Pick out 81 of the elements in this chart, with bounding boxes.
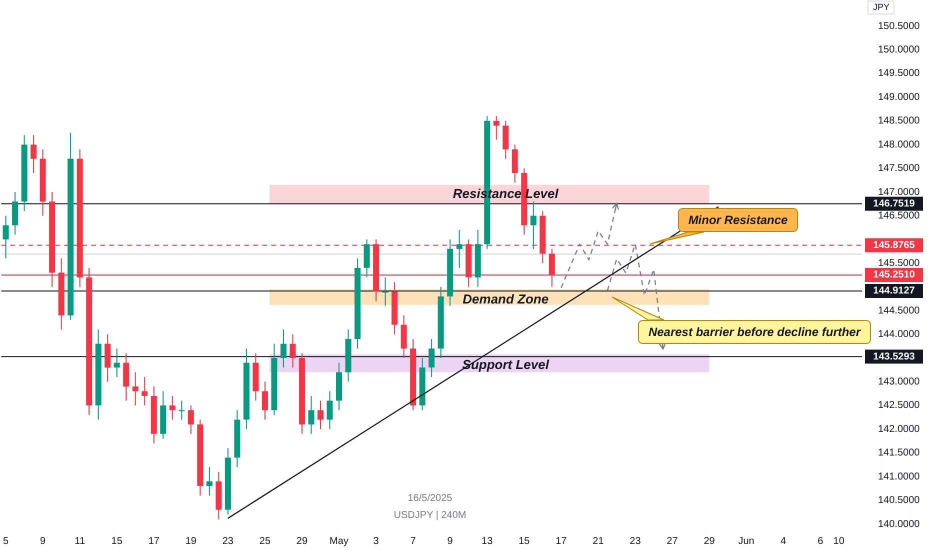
x-tick-label: 3 — [373, 536, 380, 547]
candlestick — [169, 395, 176, 420]
x-tick-label: 15 — [111, 536, 123, 547]
ref-line-label: 145.8765 — [873, 240, 916, 252]
candlestick — [326, 390, 333, 430]
y-tick-label: 149.0000 — [878, 92, 920, 103]
annotation: Nearest barrier before decline further — [638, 320, 871, 344]
x-tick-label: 17 — [148, 536, 160, 547]
x-tick-label: 23 — [630, 536, 642, 547]
x-tick-label: 25 — [259, 536, 271, 547]
x-tick-label: 9 — [40, 536, 46, 547]
candlestick — [142, 376, 148, 406]
band-label: Demand Zone — [462, 292, 549, 307]
candlestick — [280, 329, 286, 368]
candlestick — [12, 192, 18, 236]
y-tick-label: 147.0000 — [878, 186, 920, 198]
y-tick-label: 140.0000 — [878, 518, 920, 530]
y-tick-label: 144.5000 — [878, 305, 920, 316]
x-tick-label: 15 — [518, 536, 530, 547]
y-tick-label: 144.0000 — [878, 329, 920, 340]
ref-line-label: 145.2510 — [873, 270, 916, 281]
x-tick-label: 9 — [447, 536, 454, 547]
annotation: 16/5/2025 — [408, 492, 453, 504]
x-tick-label: 11 — [74, 536, 86, 547]
candlestick — [512, 144, 518, 184]
candlestick — [290, 334, 296, 368]
y-tick-label: 150.0000 — [878, 44, 920, 56]
candlestick — [132, 372, 138, 406]
candlestick — [428, 338, 435, 378]
x-tick-label: 5 — [3, 536, 9, 547]
x-tick-label: 7 — [410, 536, 416, 547]
x-tick-label: 29 — [704, 536, 716, 547]
candlestick — [104, 334, 111, 382]
candlestick — [30, 134, 37, 174]
y-tick-label: 146.5000 — [878, 210, 920, 222]
candlestick — [530, 200, 536, 250]
ref-line-label: 144.9127 — [873, 286, 916, 297]
candlestick — [456, 229, 462, 268]
candlestick — [364, 238, 370, 278]
candlestick — [188, 404, 194, 434]
y-tick-label: 140.5000 — [878, 495, 920, 506]
candlestick — [206, 466, 212, 496]
y-tick-label: 143.0000 — [878, 376, 920, 388]
y-tick-label: 149.5000 — [878, 68, 920, 80]
x-tick-label: May — [330, 536, 348, 547]
x-tick-label: 23 — [222, 536, 234, 547]
candlestick — [262, 381, 268, 420]
y-tick-label: 145.5000 — [878, 258, 920, 269]
candlestick — [114, 348, 120, 378]
x-tick-label: Jun — [738, 536, 754, 547]
y-tick-label: 148.0000 — [878, 139, 920, 150]
x-tick-label: 10 — [833, 536, 845, 547]
annotation: USDJPY | 240M — [394, 510, 466, 521]
candlestick — [123, 352, 130, 402]
y-tick-label: 141.5000 — [878, 448, 920, 459]
x-tick-label: 21 — [592, 536, 604, 547]
candlestick — [178, 400, 185, 420]
annotation: Minor Resistance — [678, 208, 798, 232]
y-tick-label: 142.5000 — [878, 400, 920, 412]
x-tick-label: 4 — [780, 536, 787, 547]
candlestick — [400, 314, 407, 358]
y-tick-label: 147.5000 — [878, 163, 920, 174]
y-axis-title: JPY — [873, 2, 890, 12]
y-tick-label: 148.5000 — [878, 116, 920, 127]
x-tick-label: 6 — [818, 536, 824, 547]
x-tick-label: 27 — [666, 536, 678, 547]
candlestick — [2, 215, 9, 259]
x-tick-label: 19 — [185, 536, 197, 547]
x-tick-label: 29 — [296, 536, 308, 547]
candlestick — [493, 116, 500, 140]
x-tick-label: 13 — [482, 536, 494, 547]
ref-line-label: 146.7519 — [873, 198, 916, 210]
candlestick — [308, 395, 314, 434]
candlestick — [318, 400, 324, 430]
y-tick-label: 141.0000 — [878, 471, 920, 482]
ref-line-label: 143.5293 — [873, 351, 916, 362]
candlestick — [502, 120, 509, 160]
candlestick — [382, 276, 388, 306]
x-tick-label: 17 — [556, 536, 568, 547]
y-tick-label: 150.5000 — [878, 20, 920, 32]
y-tick-label: 142.0000 — [878, 424, 920, 435]
